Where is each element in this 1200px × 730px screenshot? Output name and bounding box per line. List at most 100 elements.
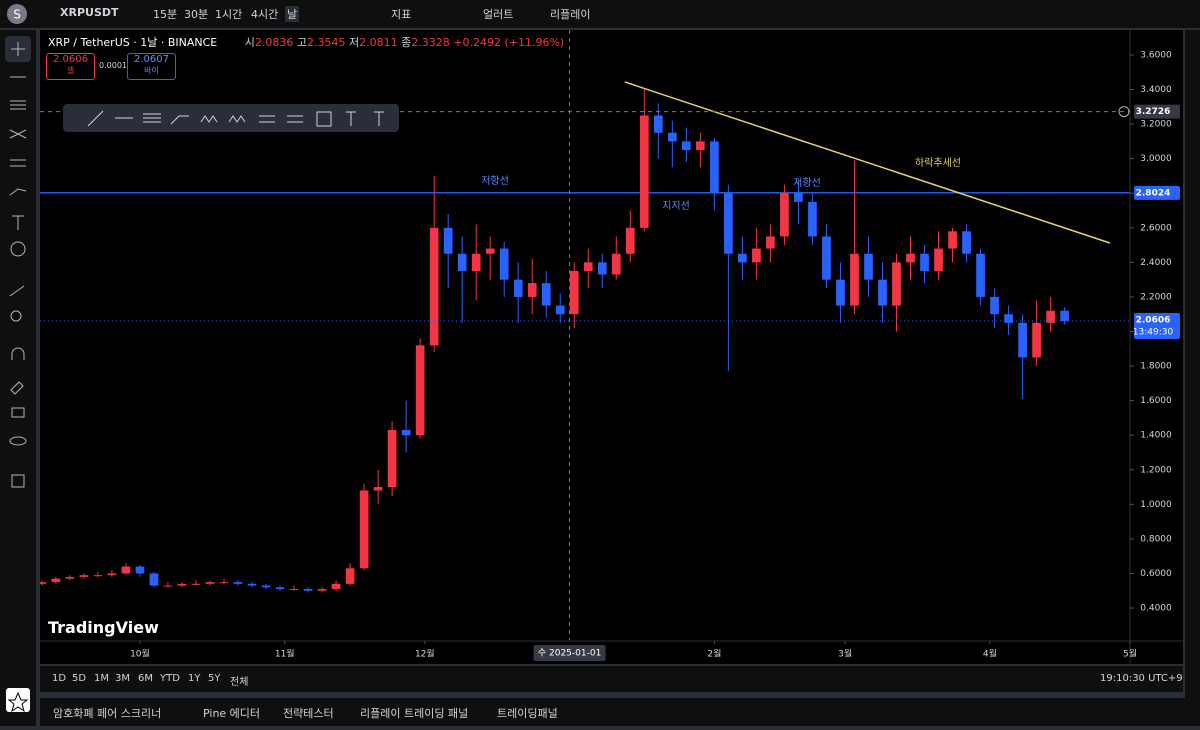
y-tick-label: 3.2000: [1140, 120, 1172, 130]
period[interactable]: 3M: [115, 673, 130, 684]
annotation: 지지선: [662, 200, 690, 212]
tab[interactable]: 전략테스터: [283, 707, 334, 720]
symbol[interactable]: XRPUSDT: [60, 6, 119, 19]
candle-body: [261, 585, 271, 588]
candle-body: [457, 253, 467, 272]
candle-body: [219, 582, 229, 584]
candle-body: [65, 576, 75, 579]
candle-body: [710, 141, 719, 194]
tab[interactable]: 암호화폐 페어 스크리너: [53, 707, 162, 720]
candle-body: [752, 248, 761, 263]
y-tick-label: 3.6000: [1140, 50, 1172, 60]
candle-body: [485, 248, 495, 254]
candle-body: [373, 487, 383, 491]
candle-body: [878, 279, 887, 306]
y-tick-label: 0.6000: [1140, 569, 1172, 579]
alert[interactable]: 얼러트: [483, 8, 514, 21]
sell-button[interactable]: 2.0606 셀: [46, 53, 95, 80]
candle-body: [724, 193, 733, 254]
candle-body: [79, 575, 89, 577]
x-tick-label: 3월: [838, 648, 852, 660]
candle-body: [962, 231, 971, 254]
annotation: 저항선: [481, 175, 509, 187]
period[interactable]: 6M: [138, 673, 153, 684]
tab[interactable]: Pine 에디터: [203, 707, 261, 720]
ohlc-key: 시: [244, 36, 255, 49]
tool-icons[interactable]: [0, 30, 36, 726]
candle-body: [93, 575, 103, 577]
candle-body: [1032, 322, 1041, 358]
candle-body: [317, 589, 327, 591]
period[interactable]: 5D: [72, 673, 87, 684]
candle-body: [808, 201, 817, 237]
y-tick-label: 1.6000: [1140, 396, 1172, 406]
buy-label: 바이: [144, 66, 159, 75]
legend: XRP / TetherUS · 1날 · BINANCE 시2.0836 고2…: [48, 34, 564, 50]
crosshair-x-label: 수 2025-01-01: [538, 648, 601, 659]
candle-body: [1060, 310, 1069, 322]
bottom-tabs: 암호화폐 페어 스크리너 Pine 에디터 전략테스터 리플레이 트레이딩 패널 트레이…: [40, 698, 1200, 726]
annotation: 저항선: [793, 177, 821, 189]
ohlc-key: 고: [296, 36, 307, 49]
avatar[interactable]: S: [6, 3, 28, 25]
ohlc-value: 2.0811: [359, 36, 398, 49]
candle-body: [135, 566, 145, 574]
candle-body: [191, 583, 201, 585]
tab[interactable]: 리플레이 트레이딩 패널: [360, 707, 469, 720]
candle-body: [541, 283, 551, 306]
candle-body: [429, 227, 439, 346]
period[interactable]: 1Y: [188, 673, 201, 684]
period[interactable]: 전체: [230, 677, 249, 688]
candle-body: [892, 262, 901, 306]
candle-body: [177, 583, 187, 586]
tab[interactable]: 트레이딩패널: [497, 707, 558, 720]
y-tick-label: 1.0000: [1140, 500, 1172, 510]
y-tick-label: 2.6000: [1140, 223, 1172, 233]
candle-body: [976, 253, 985, 297]
candle-body: [205, 582, 215, 584]
candle-body: [163, 585, 173, 587]
chart: 0.4000 0.6000 0.8000 1.0000 1.2000 1.4000 1.60…: [40, 30, 1183, 664]
drawing-toolbar[interactable]: [63, 104, 399, 132]
candle-body: [247, 583, 257, 586]
y-tick-label: 0.4000: [1140, 604, 1172, 614]
period[interactable]: YTD: [160, 673, 180, 684]
candle-body: [597, 262, 607, 275]
crosshair-x-box: [533, 645, 606, 661]
period-bar: 1D 5D 1M 3M 6M YTD 1Y 5Y 전체 19:10:30 UTC+9: [40, 666, 1183, 692]
candle-body: [766, 236, 775, 249]
ohlc-key: 저: [349, 36, 360, 49]
interval[interactable]: 30분: [184, 8, 209, 21]
candle-body: [40, 582, 47, 584]
candle-body: [625, 227, 635, 254]
candle-body: [611, 253, 621, 275]
replay[interactable]: 리플레이: [550, 8, 591, 21]
interval[interactable]: 15분: [153, 8, 178, 21]
period[interactable]: 5Y: [208, 673, 221, 684]
interval[interactable]: 1시간: [215, 8, 243, 21]
candle-body: [738, 253, 747, 263]
period[interactable]: 1M: [94, 673, 109, 684]
buy-button[interactable]: 2.0607 바이: [127, 53, 176, 80]
ohlc-value: 2.0836: [254, 36, 294, 49]
candle-body: [149, 573, 159, 586]
interval-active[interactable]: 날: [285, 6, 300, 22]
logo: TradingView: [48, 618, 159, 637]
y-tick-label: 2.4000: [1140, 258, 1172, 268]
candle-body: [822, 236, 831, 280]
candle-body: [359, 490, 369, 569]
candle-body: [696, 141, 705, 151]
countdown: 13:49:30: [1133, 328, 1174, 338]
candle-body: [1004, 314, 1013, 323]
candle-body: [499, 248, 509, 280]
ohlc-value: 2.3545: [307, 36, 346, 49]
period[interactable]: 1D: [52, 673, 67, 684]
x-tick-label: 11월: [275, 648, 295, 660]
indicators[interactable]: 지표: [391, 8, 412, 21]
candle-body: [920, 253, 929, 272]
crosshair-plus: [1118, 106, 1130, 118]
candle-body: [934, 248, 943, 272]
interval[interactable]: 4시간: [251, 8, 279, 21]
candle-body: [555, 305, 565, 315]
last-price-label: 2.0606: [1136, 316, 1171, 326]
